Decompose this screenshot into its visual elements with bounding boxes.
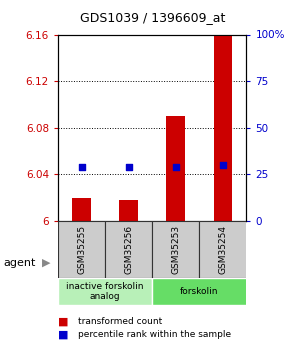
Text: GDS1039 / 1396609_at: GDS1039 / 1396609_at: [79, 11, 225, 24]
Text: GSM35255: GSM35255: [77, 225, 86, 274]
Bar: [200, 221, 246, 278]
Point: [79, 165, 84, 170]
Bar: [213, 34, 232, 221]
Text: ■: ■: [58, 317, 68, 326]
Text: ▶: ▶: [42, 258, 51, 268]
Text: GSM35256: GSM35256: [124, 225, 133, 274]
Bar: [119, 200, 138, 221]
Bar: [72, 198, 91, 221]
Text: GSM35253: GSM35253: [171, 225, 180, 274]
Point: [221, 162, 225, 168]
Bar: [58, 278, 152, 305]
Text: inactive forskolin
analog: inactive forskolin analog: [66, 282, 144, 301]
Bar: [58, 221, 105, 278]
Bar: [166, 116, 185, 221]
Point: [173, 165, 178, 170]
Bar: [152, 278, 246, 305]
Text: agent: agent: [3, 258, 35, 268]
Text: percentile rank within the sample: percentile rank within the sample: [78, 330, 231, 339]
Text: transformed count: transformed count: [78, 317, 163, 326]
Text: ■: ■: [58, 330, 68, 339]
Bar: [152, 221, 200, 278]
Text: GSM35254: GSM35254: [218, 225, 227, 274]
Text: forskolin: forskolin: [180, 287, 219, 296]
Bar: [105, 221, 152, 278]
Point: [126, 165, 131, 170]
